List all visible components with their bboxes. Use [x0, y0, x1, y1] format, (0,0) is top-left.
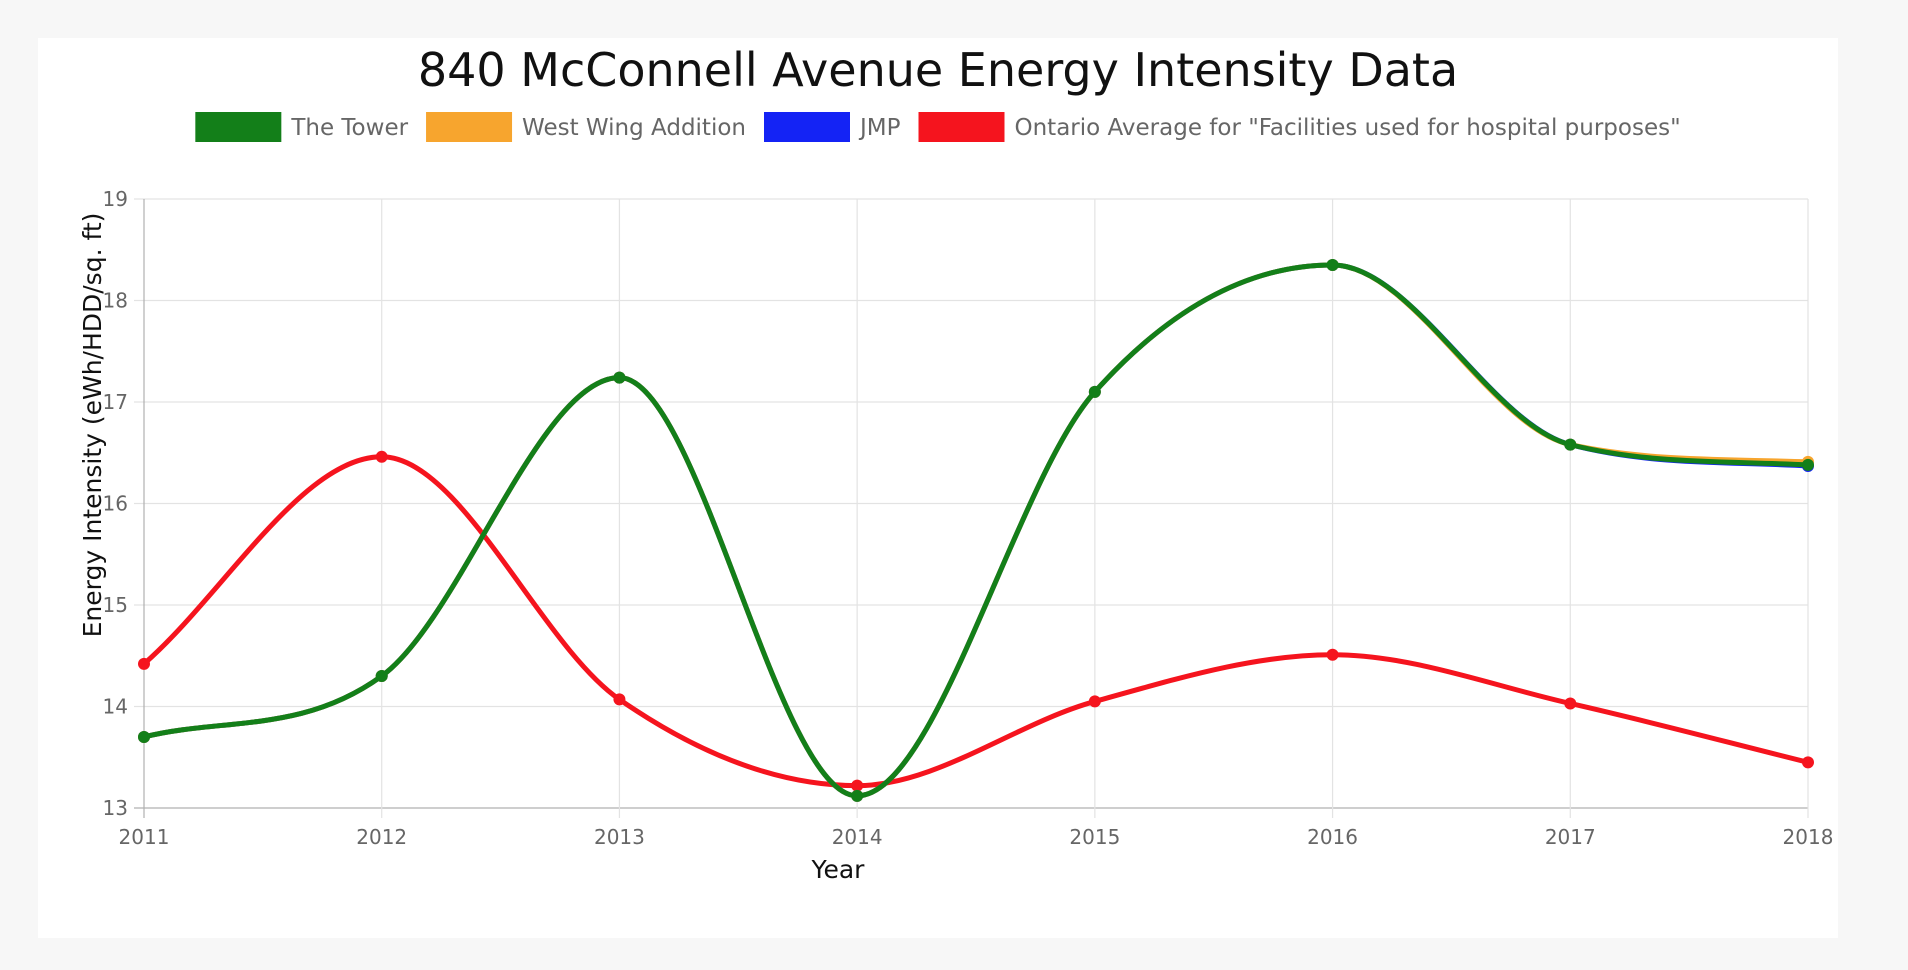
legend-item[interactable]: JMP	[764, 112, 901, 142]
series-the-tower	[138, 258, 1814, 802]
legend-swatch	[195, 112, 282, 142]
y-tick-label: 16	[103, 492, 128, 516]
y-tick-label: 13	[103, 796, 128, 820]
series-line	[141, 454, 1811, 789]
x-tick-label: 2015	[1069, 825, 1120, 849]
data-point[interactable]	[1088, 695, 1101, 708]
x-tick-label: 2018	[1783, 825, 1834, 849]
data-point[interactable]	[1802, 458, 1814, 471]
data-point[interactable]	[1088, 385, 1101, 398]
legend-swatch	[426, 112, 513, 142]
y-tick-label: 15	[103, 593, 128, 617]
series-lines	[138, 258, 1814, 802]
series-line	[141, 262, 1811, 799]
legend-label: The Tower	[290, 115, 408, 141]
x-axis-title: Year	[811, 855, 866, 884]
x-tick-label: 2011	[119, 825, 170, 849]
y-axis-title: Energy Intensity (eWh/HDD/sq. ft)	[78, 213, 107, 638]
x-tick-label: 2016	[1307, 825, 1358, 849]
legend-label: West Wing Addition	[522, 115, 746, 141]
chart-panel: 840 McConnell Avenue Energy Intensity Da…	[38, 38, 1838, 938]
data-point[interactable]	[1326, 648, 1339, 661]
y-tick-label: 17	[103, 390, 128, 414]
data-point[interactable]	[851, 779, 864, 792]
data-point[interactable]	[1564, 438, 1577, 451]
series-line	[141, 262, 1811, 799]
data-point[interactable]	[1802, 756, 1814, 769]
legend: The Tower West Wing Addition JMP Ontario Av…	[195, 112, 1681, 142]
legend-label: JMP	[858, 115, 901, 141]
chart-title: 840 McConnell Avenue Energy Intensity Da…	[418, 43, 1458, 97]
x-tick-label: 2014	[832, 825, 883, 849]
y-axis-ticks: 13 14 15 16 17 18 19	[103, 187, 128, 820]
chart: 840 McConnell Avenue Energy Intensity Da…	[78, 43, 1834, 884]
x-tick-label: 2013	[594, 825, 645, 849]
legend-swatch	[764, 112, 850, 142]
y-tick-label: 18	[103, 289, 128, 313]
data-point[interactable]	[1326, 258, 1339, 271]
series-jmp	[138, 258, 1814, 802]
data-point[interactable]	[138, 657, 150, 670]
data-point[interactable]	[613, 693, 626, 706]
data-point[interactable]	[613, 371, 626, 384]
data-point[interactable]	[1564, 697, 1577, 710]
x-tick-label: 2017	[1545, 825, 1596, 849]
series-line	[141, 262, 1811, 799]
legend-item[interactable]: West Wing Addition	[426, 112, 746, 142]
y-tick-label: 19	[103, 187, 128, 211]
data-point[interactable]	[138, 730, 150, 743]
y-tick-label: 14	[103, 695, 128, 719]
x-axis-ticks: 2011 2012 2013 2014 2015 2016 2017 2018	[119, 825, 1834, 849]
grid-lines	[134, 198, 1809, 818]
legend-item[interactable]: Ontario Average for "Facilities used for…	[918, 112, 1681, 142]
data-point[interactable]	[851, 789, 864, 802]
x-tick-label: 2012	[356, 825, 407, 849]
legend-item[interactable]: The Tower	[195, 112, 409, 142]
legend-swatch	[918, 112, 1005, 142]
series-ontario-average-for-facilities-used-for-hospital-purposes	[138, 450, 1814, 792]
data-point[interactable]	[375, 450, 388, 463]
series-west-wing-addition	[138, 258, 1814, 802]
legend-label: Ontario Average for "Facilities used for…	[1015, 115, 1681, 141]
data-point[interactable]	[375, 670, 388, 683]
